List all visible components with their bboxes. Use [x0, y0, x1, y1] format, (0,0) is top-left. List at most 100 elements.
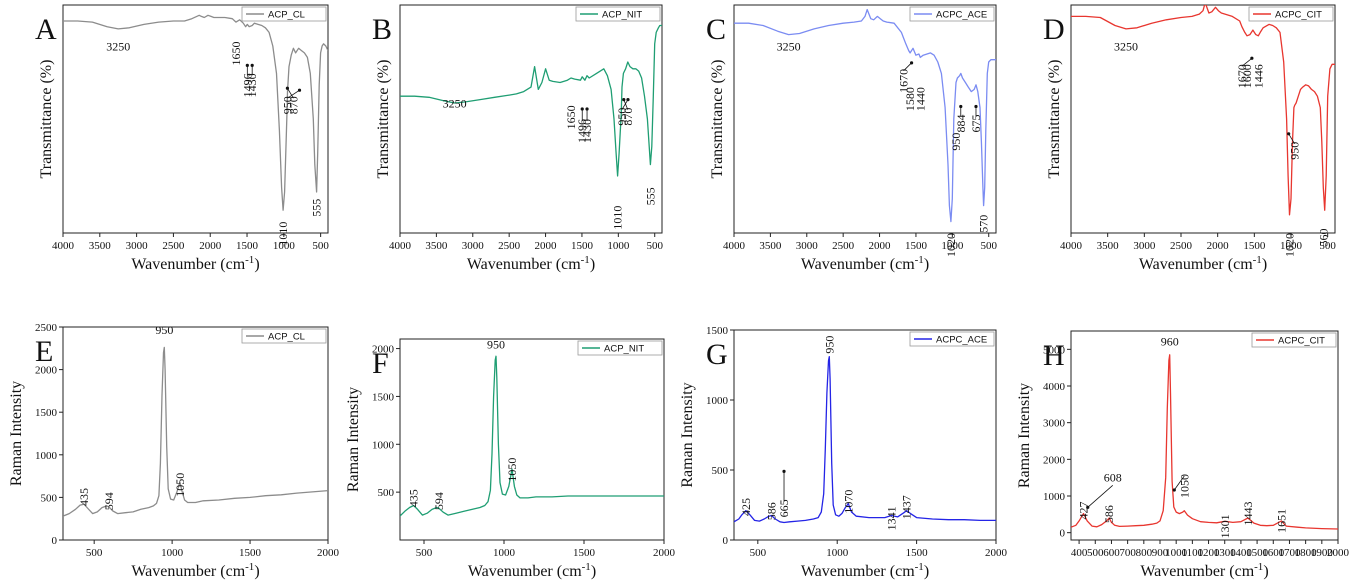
legend-label: ACP_NIT — [602, 10, 642, 21]
peak-arrow-head — [622, 98, 626, 102]
y-tick-label: 500 — [378, 487, 395, 499]
panel-h: 400 500 600 700 800 9001000110012001300140015… — [1016, 330, 1350, 580]
peak-arrow — [287, 87, 294, 99]
peak-label: 1446 — [1251, 64, 1265, 88]
x-tick-label: 700 — [1119, 547, 1136, 559]
panel-e: 500 1000 1500 2000 0 500 1000 1500 2000 2500 Waven… — [8, 322, 340, 580]
peak-arrow — [1241, 57, 1253, 67]
peak-label: 950 — [949, 133, 963, 151]
x-ticks: 500 1000 1500 2000 — [416, 540, 676, 559]
x-axis-title: Wavenumber (cm-1) — [1139, 254, 1267, 273]
peak-arrow — [621, 99, 629, 110]
x-tick-label: 500 — [86, 547, 103, 559]
x-tick-label: 1000 — [826, 547, 849, 559]
y-tick-label: 4000 — [1043, 381, 1066, 393]
x-tick-label: 4000 — [52, 240, 75, 252]
plot-frame — [62, 4, 329, 234]
x-tick-label: 4000 — [1060, 240, 1083, 252]
panel-letter: H — [1043, 339, 1065, 372]
x-tick-label: 500 — [646, 240, 663, 252]
peak-label: 427 — [1076, 502, 1090, 520]
peak-label: 1650 — [564, 105, 578, 129]
peak-label: 950 — [822, 336, 836, 354]
x-tick-label: 2000 — [653, 547, 676, 559]
legend-label: ACP_NIT — [604, 344, 644, 355]
legend-box — [241, 6, 327, 22]
peak-label: 560 — [1316, 228, 1330, 246]
peak-label: 1670 — [1235, 64, 1249, 88]
y-axis-title: Transmittance (%) — [375, 60, 392, 179]
peak-label: 950 — [487, 338, 505, 352]
y-tick-label: 1500 — [372, 391, 395, 403]
x-tick-label: 2000 — [199, 240, 222, 252]
peak-label: 1496 — [575, 119, 589, 143]
peak-label: 3250 — [1114, 40, 1138, 54]
peak-arrow — [1288, 133, 1296, 145]
x-tick-label: 3500 — [759, 240, 782, 252]
legend-label: ACPC_CIT — [1278, 336, 1325, 347]
plot-frame — [399, 4, 663, 234]
x-tick-label: 3000 — [126, 240, 149, 252]
peak-label: 1020 — [1283, 233, 1297, 257]
panel-letter: A — [35, 13, 57, 46]
peak-arrow-head — [974, 104, 978, 109]
series-line-acpc-cit — [1071, 5, 1335, 216]
x-tick-label: 2500 — [1170, 240, 1193, 252]
peak-label: 594 — [102, 492, 116, 510]
x-tick-label: 1000 — [1165, 547, 1188, 559]
series-line-acp-cl — [63, 346, 328, 517]
x-tick-label: 1000 — [607, 240, 630, 252]
plot-frame — [399, 338, 665, 541]
y-tick-label: 0 — [52, 535, 58, 547]
x-axis-title: Wavenumber (cm-1) — [801, 561, 929, 580]
peak-label: 3250 — [106, 40, 130, 54]
x-tick-label: 1000 — [161, 547, 184, 559]
peak-label: 960 — [1161, 335, 1179, 349]
peak-label: 1670 — [897, 69, 911, 93]
legend-box — [1251, 332, 1337, 348]
peak-arrow — [623, 99, 629, 110]
x-tick-label: 900 — [1152, 547, 1169, 559]
peak-labels: 950 435 594 1050 — [407, 338, 519, 511]
x-tick-label: 1500 — [905, 240, 928, 252]
plot-frame — [1070, 4, 1336, 234]
y-tick-label: 0 — [723, 535, 729, 547]
peak-arrow-head — [626, 98, 630, 102]
peak-label: 675 — [969, 114, 983, 132]
peak-label: 1430 — [580, 119, 594, 143]
panel-b: 4000 3500 3000 2500 2000 1500 1000 500 Wavenumbe… — [372, 4, 663, 273]
x-ticks: 4000 3500 3000 2500 2000 1500 1000 500 — [723, 233, 997, 252]
panel-f: 500 1000 1500 2000 500 1000 1500 2000 Wavenumber… — [345, 338, 676, 580]
peak-arrow-head — [245, 63, 249, 67]
x-ticks: 500 1000 1500 2000 — [86, 540, 340, 559]
peak-label: 570 — [977, 215, 991, 233]
peak-label: 3250 — [443, 97, 467, 111]
series-line-acpc-ace — [734, 355, 996, 524]
panel-letter: C — [706, 13, 726, 46]
x-axis-title: Wavenumber (cm-1) — [801, 254, 929, 273]
peak-label: 1496 — [240, 73, 254, 97]
peak-arrow-head — [909, 61, 914, 65]
legend-label: ACPC_CIT — [1275, 10, 1322, 21]
peak-arrow-head — [285, 86, 290, 90]
peak-label: 425 — [739, 498, 753, 516]
x-tick-label: 1500 — [239, 547, 262, 559]
x-tick-label: 2000 — [1207, 240, 1230, 252]
peak-arrow-head — [1172, 488, 1176, 492]
legend-label: ACP_CL — [268, 332, 305, 343]
peak-label: 950 — [1288, 142, 1302, 160]
panel-letter: B — [372, 13, 392, 46]
x-tick-label: 1300 — [1214, 547, 1237, 559]
peak-arrow — [1173, 475, 1185, 491]
x-tick-label: 1000 — [493, 547, 516, 559]
y-tick-label: 2000 — [372, 344, 395, 356]
x-tick-label: 1900 — [1311, 547, 1334, 559]
x-tick-label: 3500 — [425, 240, 448, 252]
x-tick-label: 500 — [1087, 547, 1104, 559]
legend-box — [575, 6, 661, 22]
y-tick-label: 1500 — [706, 325, 729, 337]
x-tick-label: 800 — [1136, 547, 1153, 559]
x-tick-label: 400 — [1071, 547, 1088, 559]
y-axis-title: Raman Intensity — [1016, 383, 1033, 488]
series-line-acp-cl — [63, 14, 328, 211]
